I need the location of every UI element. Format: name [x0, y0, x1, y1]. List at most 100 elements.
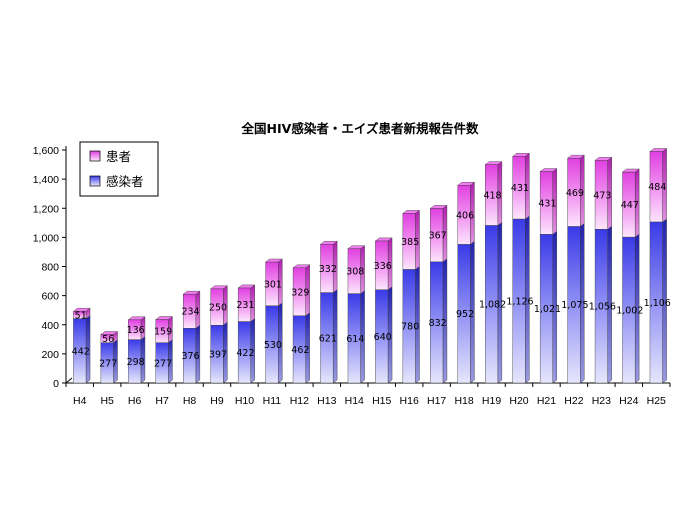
data-label-kansensha: 1,056	[589, 302, 616, 313]
y-axis: 0 200 400 600 800 1,000 1,200 1,400 1,600	[33, 145, 66, 390]
y-tick-label: 1,400	[33, 174, 59, 186]
bar-top	[566, 154, 585, 159]
x-tick-label: H12	[290, 395, 309, 407]
data-label-kanja: 159	[154, 327, 172, 338]
x-tick-label: H8	[183, 395, 197, 407]
x-tick-label: H21	[537, 395, 556, 407]
bar-stack: 1,002 447	[616, 168, 643, 384]
floor-edge	[65, 377, 73, 384]
data-label-kanja: 234	[181, 307, 199, 318]
x-tick-label: H9	[210, 395, 224, 407]
data-label-kanja: 367	[429, 231, 447, 242]
data-label-kanja: 447	[621, 200, 639, 211]
data-label-kanja: 231	[236, 300, 254, 311]
bar-stack: 1,126 431	[506, 152, 534, 384]
data-label-kansensha: 640	[374, 332, 392, 343]
bar-top	[319, 241, 338, 245]
bar-top	[457, 182, 476, 186]
x-tick-label: H17	[427, 395, 446, 407]
y-tick-label: 1,200	[33, 203, 59, 215]
bar-stack: 530 301	[264, 258, 283, 384]
bar-top	[155, 316, 174, 320]
data-label-kansensha: 462	[291, 345, 309, 356]
data-label-kansensha: 530	[264, 340, 282, 351]
data-label-kansensha: 397	[209, 350, 227, 361]
data-label-kansensha: 277	[154, 358, 172, 369]
x-tick-label: H23	[592, 395, 611, 407]
bar-top	[484, 161, 503, 165]
bar-top	[72, 308, 91, 312]
bar-stack: 832 367	[429, 204, 448, 384]
bar-stack: 621 332	[319, 240, 338, 384]
x-tick-label: H24	[619, 395, 638, 407]
x-tick-label: H4	[73, 395, 87, 407]
bar-stack: 614 308	[346, 245, 366, 384]
bar-stack: 1,075 469	[561, 154, 589, 384]
y-tick-label: 0	[53, 378, 59, 390]
bar-stack: 952 406	[456, 181, 476, 384]
y-tick-label: 200	[41, 349, 59, 361]
x-tick-label: H14	[345, 395, 364, 407]
bar-stack: 1,106 484	[644, 148, 671, 384]
bar-top	[621, 168, 640, 173]
data-label-kanja: 136	[127, 325, 145, 336]
data-label-kansensha: 298	[127, 357, 145, 368]
data-label-kanja: 301	[264, 279, 282, 290]
bar-top	[402, 210, 421, 214]
data-label-kansensha: 376	[181, 351, 199, 362]
bar-stack: 422 231	[236, 284, 256, 384]
bar-stack: 397 250	[209, 285, 228, 384]
x-tick-label: H18	[454, 395, 473, 407]
data-label-kanja: 484	[648, 182, 666, 193]
x-tick-label: H5	[100, 395, 114, 407]
data-label-kanja: 431	[538, 198, 556, 209]
bar-stack: 376 234	[181, 290, 201, 384]
x-tick-label: H20	[509, 395, 528, 407]
x-tick-label: H13	[317, 395, 336, 407]
bar-stack: 277 56	[99, 331, 119, 384]
data-label-kansensha: 780	[401, 322, 419, 333]
legend-label-kansensha: 感染者	[106, 174, 144, 189]
data-label-kanja: 332	[319, 264, 337, 275]
data-label-kansensha: 1,021	[534, 304, 561, 315]
data-label-kansensha: 621	[319, 333, 337, 344]
data-label-kansensha: 422	[236, 348, 254, 359]
data-label-kanja: 473	[593, 190, 611, 201]
data-label-kanja: 56	[102, 334, 114, 345]
bar-stack: 277 159	[154, 316, 174, 384]
data-label-kanja: 336	[374, 261, 392, 272]
bar-top	[374, 237, 393, 242]
data-label-kanja: 418	[483, 190, 501, 201]
bar-stack: 1,021 431	[534, 168, 561, 384]
y-tick-label: 1,000	[33, 232, 59, 244]
x-axis: H4 H5 H6 H7 H8 H9 H10 H11 H12 H13 H14 H15 H16 H17 H18 H…	[65, 383, 671, 407]
bar-top	[594, 157, 613, 161]
data-label-kanja: 51	[75, 310, 87, 321]
data-label-kansensha: 442	[72, 346, 90, 357]
data-label-kanja: 431	[511, 183, 529, 194]
legend-swatch-kanja	[89, 150, 101, 162]
data-label-kanja: 469	[566, 188, 584, 199]
bar-top	[264, 258, 283, 263]
bar-stack: 442 51	[72, 307, 91, 384]
data-label-kansensha: 1,082	[479, 300, 506, 311]
x-tick-label: H10	[235, 395, 254, 407]
data-label-kanja: 250	[209, 302, 227, 313]
legend-swatch-kansensha	[89, 175, 101, 187]
bar-top	[347, 245, 366, 249]
data-label-kanja: 385	[401, 237, 419, 248]
data-label-kansensha: 1,002	[616, 306, 643, 317]
bar-stack: 462 329	[291, 264, 311, 384]
bar-stack: 780 385	[401, 209, 421, 384]
bar-top	[292, 264, 311, 269]
bar-top	[539, 168, 558, 172]
bar-top	[100, 331, 119, 335]
data-label-kansensha: 1,075	[561, 300, 588, 311]
x-tick-label: H22	[564, 395, 583, 407]
data-label-kansensha: 1,106	[644, 298, 671, 309]
data-label-kanja: 308	[346, 267, 364, 278]
x-tick-label: H15	[372, 395, 391, 407]
x-tick-label: H16	[400, 395, 419, 407]
x-tick-label: H25	[647, 395, 666, 407]
